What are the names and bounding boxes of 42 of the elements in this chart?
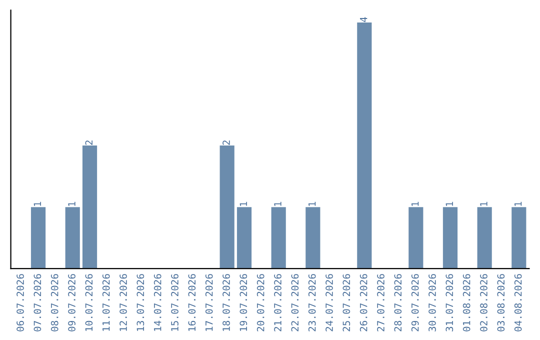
data-label: 1 — [68, 202, 76, 206]
x-tick-label: 19.07.2026 — [240, 274, 248, 331]
x-tick-label: 01.08.2026 — [462, 274, 470, 332]
x-tick-label: 08.07.2026 — [50, 274, 58, 332]
x-tick-label: 11.07.2026 — [102, 274, 110, 331]
x-tick-label: 16.07.2026 — [188, 274, 196, 331]
x-tick-label: 23.07.2026 — [308, 274, 316, 332]
data-label: 2 — [85, 140, 92, 145]
x-tick-label: 09.07.2026 — [68, 274, 76, 332]
x-tick-label: 27.07.2026 — [377, 274, 384, 332]
x-tick-label: 18.07.2026 — [222, 274, 230, 331]
data-label: 1 — [34, 202, 41, 206]
data-label: 1 — [480, 202, 488, 206]
data-label: 1 — [412, 202, 419, 206]
x-tick-label: 22.07.2026 — [291, 274, 299, 332]
data-label: 4 — [360, 17, 368, 22]
x-tick-label: 13.07.2026 — [136, 274, 144, 331]
data-label: 1 — [514, 202, 522, 206]
x-tick-label: 25.07.2026 — [342, 274, 350, 332]
x-tick-label: 24.07.2026 — [326, 274, 333, 332]
data-label: 1 — [240, 202, 247, 206]
x-tick-label: 14.07.2026 — [154, 274, 162, 331]
x-tick-label: 21.07.2026 — [274, 274, 282, 332]
x-tick-label: 20.07.2026 — [256, 274, 264, 332]
x-tick-label: 31.07.2026 — [446, 274, 454, 332]
data-label: 1 — [446, 202, 453, 206]
x-tick-label: 28.07.2026 — [394, 274, 402, 332]
x-tick-label: 06.07.2026 — [16, 274, 24, 332]
x-tick-label: 29.07.2026 — [411, 274, 419, 332]
x-tick-label: 04.08.2026 — [514, 274, 522, 332]
x-tick-label: 02.08.2026 — [480, 274, 488, 332]
data-label: 2 — [222, 140, 230, 145]
x-tick-label: 17.07.2026 — [205, 274, 213, 331]
data-label: 1 — [274, 202, 282, 206]
x-tick-label: 03.08.2026 — [497, 274, 505, 332]
x-tick-label: 15.07.2026 — [171, 274, 178, 331]
x-tick-label: 10.07.2026 — [85, 274, 93, 331]
x-tick-label: 12.07.2026 — [120, 274, 127, 331]
x-tick-label: 07.07.2026 — [34, 274, 42, 332]
data-label: 1 — [308, 202, 316, 206]
x-tick-label: 26.07.2026 — [360, 274, 368, 332]
x-tick-label: 30.07.2026 — [428, 274, 436, 332]
